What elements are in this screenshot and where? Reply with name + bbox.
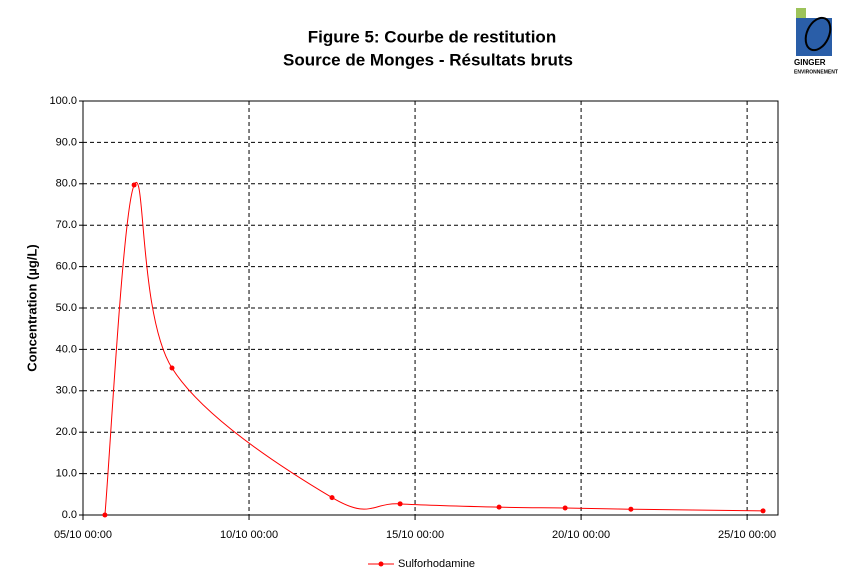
data-point <box>102 512 108 518</box>
x-tick-label: 05/10 00:00 <box>54 529 112 541</box>
y-tick-label: 0.0 <box>62 509 77 521</box>
chart-title: Figure 5: Courbe de restitution <box>308 27 556 46</box>
data-point <box>329 495 335 501</box>
y-axis-title: Concentration (µg/L) <box>24 244 39 371</box>
y-tick-label: 90.0 <box>56 136 77 148</box>
y-tick-label: 80.0 <box>56 178 77 190</box>
x-tick-label: 15/10 00:00 <box>386 529 444 541</box>
plot-frame <box>82 100 779 516</box>
y-tick-label: 60.0 <box>56 261 77 273</box>
y-tick-label: 20.0 <box>56 426 77 438</box>
data-point <box>628 506 634 512</box>
data-point <box>760 508 766 514</box>
logo-text: GINGER <box>794 58 826 67</box>
y-tick-label: 10.0 <box>56 468 77 480</box>
legend-marker <box>378 561 384 567</box>
data-point <box>496 504 502 510</box>
chart-subtitle: Source de Monges - Résultats bruts <box>283 50 573 69</box>
data-point <box>169 365 175 371</box>
logo-text: ENVIRONNEMENT <box>794 69 838 75</box>
data-point <box>131 182 137 188</box>
x-tick-label: 10/10 00:00 <box>220 529 278 541</box>
x-tick-label: 20/10 00:00 <box>552 529 610 541</box>
y-tick-label: 30.0 <box>56 385 77 397</box>
series-line <box>104 181 764 516</box>
y-tick-label: 70.0 <box>56 219 77 231</box>
y-tick-label: 40.0 <box>56 343 77 355</box>
y-tick-label: 50.0 <box>56 302 77 314</box>
legend-label: Sulforhodamine <box>398 558 475 570</box>
logo: GINGER ENVIRONNEMENT <box>794 8 838 75</box>
data-point <box>397 501 403 507</box>
data-point <box>562 505 568 511</box>
x-tick-label: 25/10 00:00 <box>718 529 776 541</box>
y-tick-label: 100.0 <box>49 95 77 107</box>
